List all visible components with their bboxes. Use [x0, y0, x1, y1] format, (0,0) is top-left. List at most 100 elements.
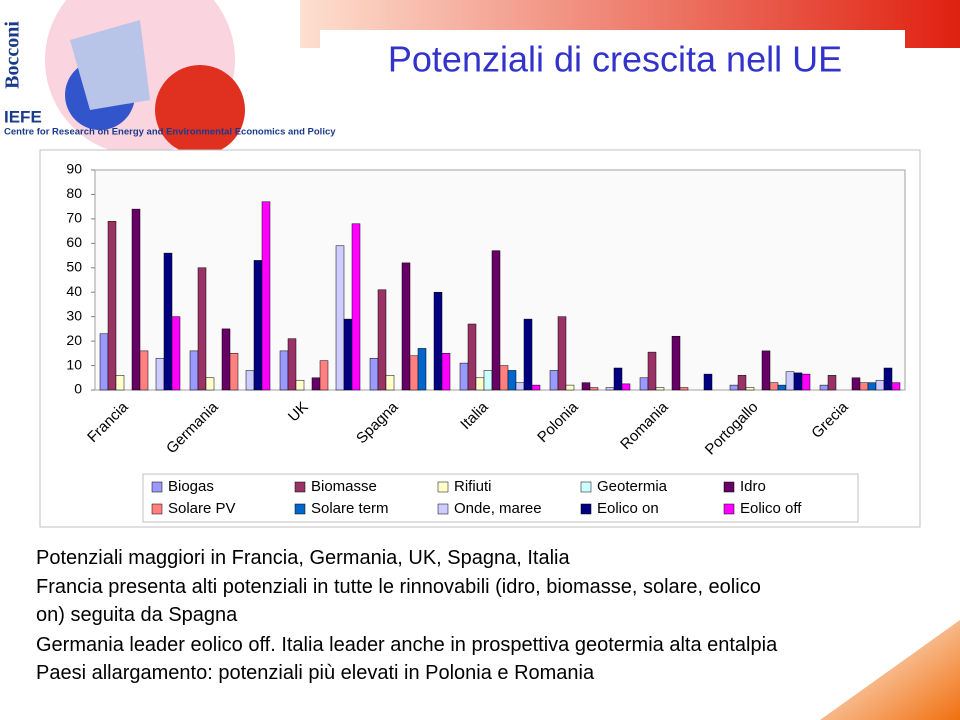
bar: [793, 372, 803, 391]
legend-swatch: [294, 503, 306, 515]
bar: [827, 375, 837, 391]
bar: [581, 382, 591, 391]
legend-swatch: [723, 503, 735, 515]
bar: [679, 387, 689, 391]
bar: [409, 355, 419, 391]
bar: [335, 245, 345, 391]
bar: [515, 382, 525, 391]
y-tick-label: 60: [66, 234, 82, 250]
bar: [483, 370, 493, 391]
bar: [467, 323, 477, 391]
y-tick-label: 50: [66, 258, 82, 274]
legend-label: Geotermia: [597, 478, 668, 495]
bar: [761, 350, 771, 391]
bar: [655, 387, 665, 391]
logo-institute: IEFE: [4, 107, 42, 126]
bar: [377, 289, 387, 391]
slide-title: Potenziali di crescita nell UE: [388, 39, 842, 80]
bar: [859, 382, 869, 391]
logo-university: Bocconi: [2, 21, 24, 89]
bar: [777, 384, 787, 391]
bar: [155, 357, 165, 391]
bar: [565, 384, 575, 391]
bar: [441, 353, 451, 391]
bar: [171, 316, 181, 391]
bar: [883, 367, 893, 391]
legend-label: Solare PV: [168, 500, 236, 517]
y-tick-label: 90: [66, 161, 82, 177]
body-line: Germania leader eolico off. Italia leade…: [36, 634, 778, 656]
legend-label: Idro: [740, 478, 766, 495]
bar: [507, 370, 517, 391]
bar: [401, 262, 411, 391]
legend-label: Biogas: [168, 478, 214, 495]
body-line: Potenziali maggiori in Francia, Germania…: [36, 547, 570, 569]
bar: [703, 373, 713, 391]
legend-swatch: [580, 481, 592, 493]
bar: [875, 379, 885, 391]
y-tick-label: 30: [66, 307, 82, 323]
bar: [801, 373, 811, 391]
bar: [369, 357, 379, 391]
bar: [819, 384, 829, 391]
bar: [221, 328, 231, 391]
bar: [499, 365, 509, 391]
bar: [851, 377, 861, 391]
y-tick-label: 20: [66, 332, 82, 348]
bar: [261, 201, 271, 391]
bar: [549, 370, 559, 391]
legend-label: Rifiuti: [454, 478, 492, 495]
y-tick-label: 0: [74, 381, 82, 397]
bar: [613, 367, 623, 391]
bar: [557, 316, 567, 391]
y-tick-label: 70: [66, 210, 82, 226]
bar: [639, 377, 649, 391]
y-tick-label: 40: [66, 283, 82, 299]
bar: [769, 382, 779, 391]
legend-swatch: [151, 503, 163, 515]
legend-swatch: [580, 503, 592, 515]
bar: [253, 260, 263, 391]
body-line: Francia presenta alti potenziali in tutt…: [36, 576, 761, 598]
bar: [745, 387, 755, 391]
bar: [189, 350, 199, 391]
bar: [385, 375, 395, 391]
bar: [99, 333, 109, 391]
bar: [115, 375, 125, 391]
legend-swatch: [437, 503, 449, 515]
bar: [163, 252, 173, 391]
bar: [131, 208, 141, 391]
bar: [605, 387, 615, 391]
bar: [433, 291, 443, 391]
bar: [107, 221, 117, 391]
bar: [785, 371, 795, 391]
bar: [351, 223, 361, 391]
bar: [311, 377, 321, 391]
bar: [671, 335, 681, 391]
bar: [279, 350, 289, 391]
logo-image: [45, 0, 245, 155]
legend-swatch: [437, 481, 449, 493]
bar: [647, 351, 657, 391]
bar: [343, 318, 353, 391]
legend-label: Solare term: [311, 500, 389, 517]
bar: [459, 362, 469, 391]
bar: [319, 360, 329, 391]
legend-swatch: [151, 481, 163, 493]
y-tick-label: 10: [66, 356, 82, 372]
bar: [589, 387, 599, 391]
legend-label: Biomasse: [311, 478, 377, 495]
body-line: Paesi allargamento: potenziali più eleva…: [36, 662, 595, 684]
legend: [142, 473, 859, 523]
legend-label: Eolico on: [597, 500, 659, 517]
legend-swatch: [723, 481, 735, 493]
corner-decoration: [820, 620, 960, 720]
bar: [523, 318, 533, 391]
legend-label: Onde, maree: [454, 500, 542, 517]
bar: [139, 350, 149, 391]
bar: [287, 338, 297, 391]
legend-swatch: [294, 481, 306, 493]
bar: [867, 382, 877, 391]
